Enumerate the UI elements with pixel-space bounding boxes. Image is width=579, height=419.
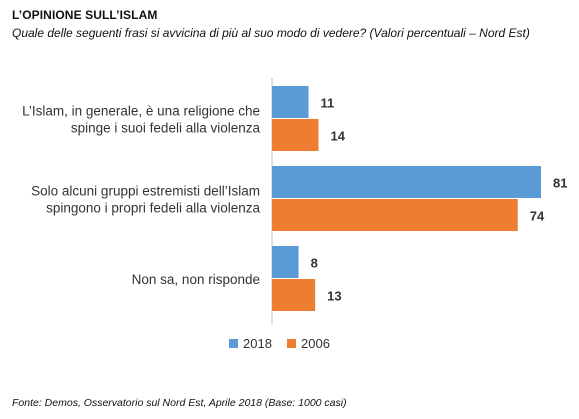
bar-2018 [272,246,299,278]
bar-2018 [272,86,309,118]
bar-2006 [272,119,319,151]
data-label: 8 [311,256,318,271]
data-label: 74 [530,209,545,224]
data-label: 11 [321,96,335,111]
category-label: Non sa, non risponde [132,272,260,287]
legend-label: 2006 [301,336,330,351]
category-label: L’Islam, in generale, è una religione ch… [22,104,260,119]
chart-subtitle: Quale delle seguenti frasi si avvicina d… [12,26,530,40]
data-label: 81 [553,176,567,191]
category-label: spingono i propri fedeli alla violenza [46,201,260,216]
category-label: spinge i suoi fedeli alla violenza [71,121,261,136]
chart-title: L’OPINIONE SULL’ISLAM [12,8,158,22]
legend-label: 2018 [243,336,272,351]
bar-2006 [272,199,518,231]
legend-swatch-2006 [287,339,296,348]
bar-2018 [272,166,541,198]
data-label: 13 [327,289,341,304]
data-label: 14 [330,129,345,144]
category-label: Solo alcuni gruppi estremisti dell’Islam [31,184,260,199]
legend-swatch-2018 [229,339,238,348]
bar-2006 [272,279,316,311]
source-note: Fonte: Demos, Osservatorio sul Nord Est,… [12,397,347,409]
